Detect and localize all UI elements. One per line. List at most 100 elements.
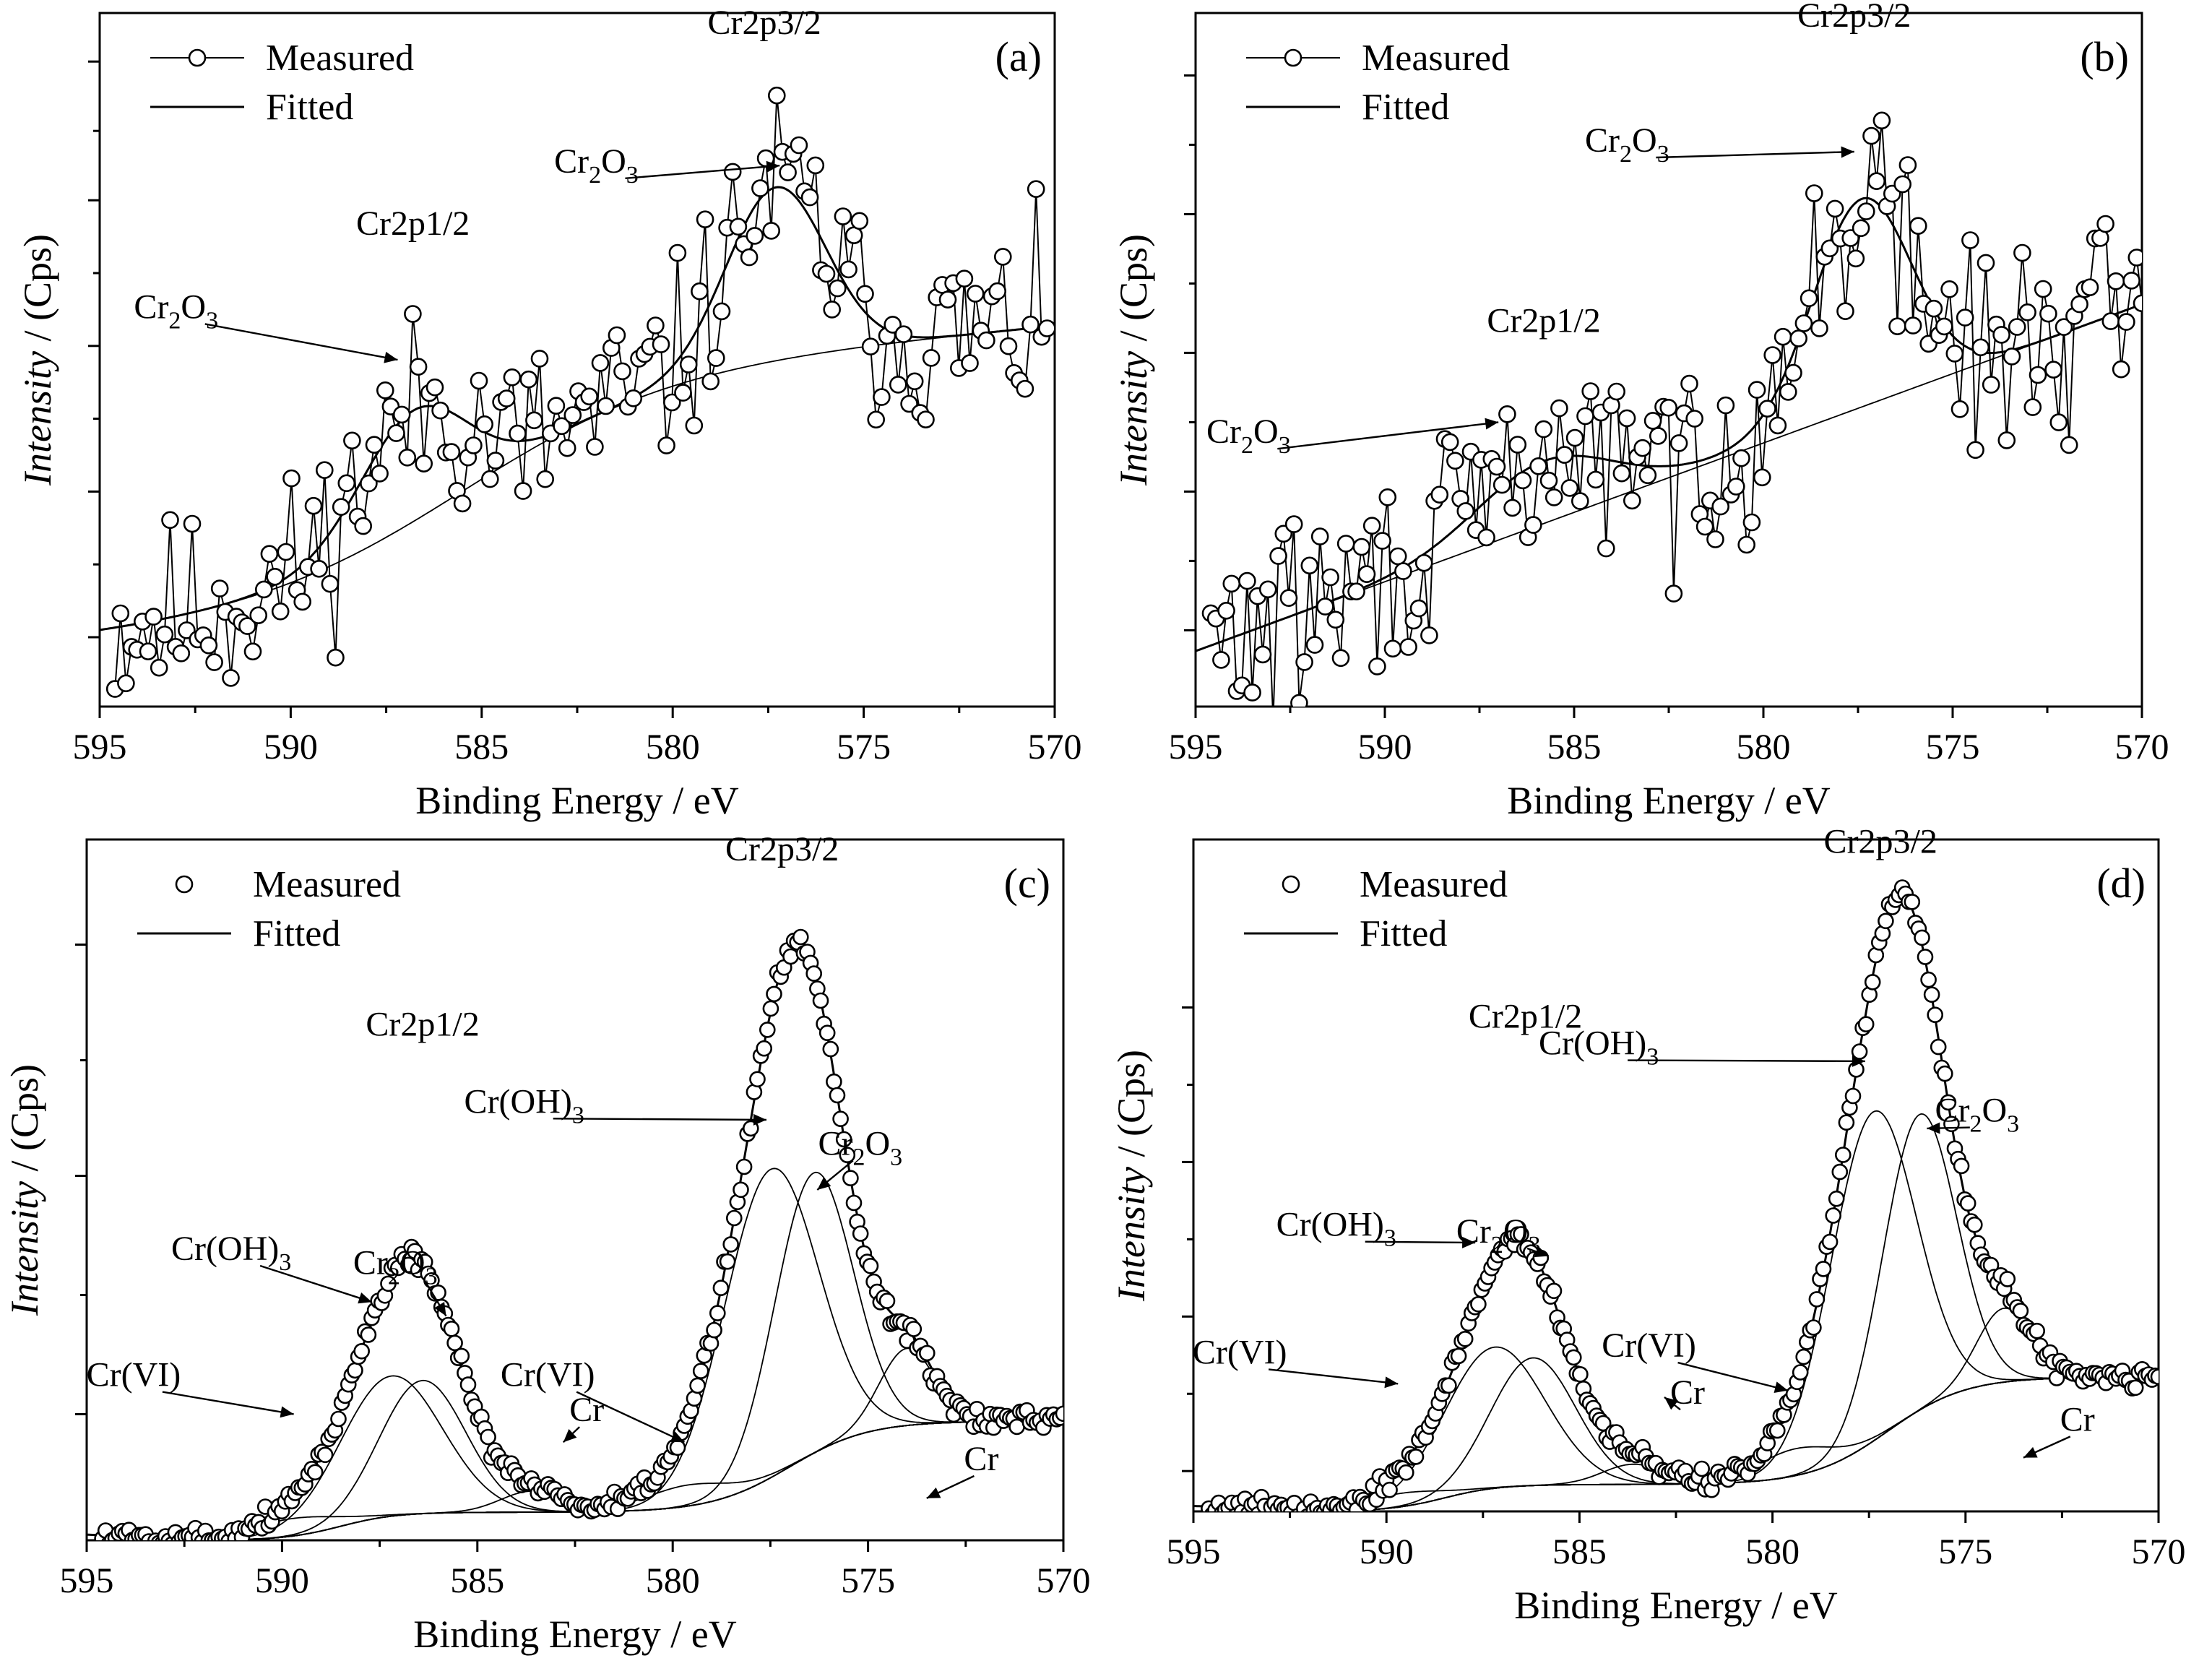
measured-point — [260, 545, 279, 564]
measured-point — [756, 1040, 772, 1057]
measured-point — [779, 163, 797, 181]
measured-point — [409, 358, 428, 376]
measured-point — [1555, 446, 1573, 464]
measured-point — [922, 349, 941, 367]
measured-point — [822, 1040, 839, 1058]
measured-point — [1805, 1319, 1822, 1336]
measured-point — [1844, 1087, 1862, 1105]
measured-point — [834, 207, 852, 225]
measured-point — [591, 354, 610, 372]
measured-point — [509, 424, 527, 443]
component-peak-line — [87, 1420, 1063, 1538]
x-tick-label: 590 — [255, 1560, 309, 1600]
measured-point — [1846, 249, 1865, 268]
measured-point — [1263, 1510, 1273, 1511]
measured-point — [1394, 562, 1412, 580]
measured-point — [1362, 517, 1381, 535]
measured-point — [685, 416, 704, 435]
measured-point — [862, 1258, 879, 1274]
measured-point — [1331, 649, 1350, 668]
measured-point — [1373, 532, 1391, 550]
measured-point — [706, 1321, 722, 1339]
measured-point — [1586, 470, 1605, 489]
x-tick-label: 570 — [1037, 1560, 1091, 1600]
measured-point — [2012, 1303, 2029, 1319]
peak-annotation: Cr(VI) — [1602, 1326, 1696, 1365]
measured-point — [1909, 217, 1927, 236]
measured-point — [1779, 383, 1797, 401]
measured-point — [1352, 538, 1371, 556]
measured-point — [1966, 441, 1984, 459]
measured-point — [580, 387, 599, 406]
peak-annotation: Cr(VI) — [1193, 1333, 1287, 1371]
peak-annotation: Cr — [964, 1440, 998, 1478]
peak-annotation: Cr(OH)3 — [1276, 1206, 1396, 1252]
peak-annotation: Cr2p1/2 — [1487, 302, 1600, 340]
measured-point — [1825, 1207, 1841, 1224]
plot-area — [100, 86, 1055, 698]
measured-point — [1623, 491, 1641, 510]
measured-point — [1508, 436, 1527, 454]
measured-point — [624, 389, 643, 407]
y-axis-label-italic: Intensity — [16, 351, 59, 486]
measured-point — [315, 461, 334, 480]
measured-point — [525, 411, 543, 430]
measured-point — [536, 470, 555, 488]
peak-annotation: Cr2O3 — [1456, 1212, 1541, 1259]
annotation-arrowhead — [1462, 1236, 1476, 1248]
x-tick-label: 585 — [1547, 726, 1602, 767]
legend: Measured Fitted — [1246, 38, 1510, 128]
measured-point — [380, 1275, 397, 1292]
measured-point — [1742, 513, 1761, 532]
measured-point — [172, 644, 191, 662]
annotation-arrowhead — [1384, 1376, 1399, 1389]
measured-point — [1792, 1364, 1809, 1381]
peak-annotation: Cr2O3 — [818, 1125, 902, 1171]
measured-point — [347, 1362, 363, 1379]
annotation-arrowhead — [280, 1406, 294, 1418]
measured-point — [1399, 638, 1417, 656]
annotation-arrowhead — [1927, 1122, 1940, 1134]
measured-point — [117, 674, 135, 693]
measured-point — [1321, 568, 1339, 587]
measured-point — [1904, 894, 1921, 910]
annotation-arrowhead — [563, 1429, 577, 1443]
measured-point — [282, 469, 301, 488]
measured-point — [1828, 1190, 1845, 1207]
measured-point — [486, 452, 505, 470]
annotation-arrow — [1656, 150, 1854, 159]
measured-point — [2150, 1368, 2159, 1385]
measured-point — [988, 282, 1006, 301]
panel-tag: (b) — [2080, 33, 2129, 80]
measured-point — [519, 370, 538, 389]
measured-point — [1753, 468, 1771, 487]
measured-point — [376, 381, 394, 400]
measured-point — [662, 393, 681, 412]
measured-point — [873, 388, 891, 406]
measured-point — [1300, 556, 1319, 575]
measured-point — [856, 285, 874, 303]
measured-point — [725, 1209, 743, 1227]
measured-point — [1597, 539, 1615, 558]
annotation-arrowhead — [1852, 1055, 1865, 1067]
x-tick-label: 595 — [1167, 1531, 1221, 1571]
measured-point — [938, 290, 957, 309]
peak-annotation: Cr2p3/2 — [1824, 823, 1937, 861]
x-tick-label: 580 — [646, 726, 700, 767]
x-tick-label: 575 — [1938, 1531, 1992, 1571]
peak-annotation: Cr2O3 — [1935, 1092, 2019, 1138]
measured-point — [1643, 412, 1662, 430]
measured-point — [608, 326, 626, 345]
x-tick-label: 575 — [841, 1560, 895, 1600]
measured-point — [2023, 398, 2042, 416]
y-axis-label: Intensity / (Cps) — [1110, 1050, 1153, 1302]
x-tick-label: 570 — [2115, 726, 2169, 767]
measured-point — [709, 1305, 726, 1321]
x-tick-label: 590 — [1360, 1531, 1414, 1571]
annotation-arrowhead — [2023, 1446, 2038, 1458]
measured-point — [343, 431, 361, 450]
measured-point — [1617, 409, 1636, 428]
legend-measured-label: Measured — [1362, 38, 1510, 79]
measured-point — [1940, 1094, 1957, 1111]
